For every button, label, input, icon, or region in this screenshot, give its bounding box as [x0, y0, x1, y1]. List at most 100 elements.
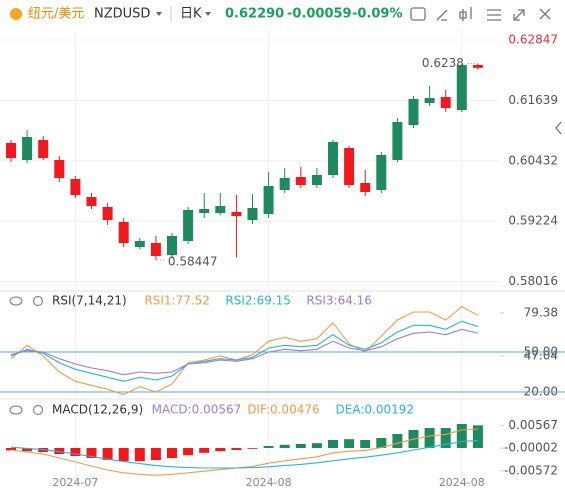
candle-body	[295, 177, 306, 185]
candle-body	[38, 140, 49, 158]
macd-bar	[472, 425, 483, 448]
macd-bar	[392, 434, 403, 448]
candle-body	[86, 197, 97, 206]
candle-body	[408, 99, 419, 125]
macd-bar	[360, 440, 371, 448]
candle-body	[440, 97, 451, 108]
candle-body	[263, 186, 274, 214]
toolbar	[410, 7, 562, 135]
macd-bar	[183, 448, 194, 456]
low-annotation: 0.58447	[168, 255, 218, 269]
y-tick-label: 0.00567	[508, 418, 558, 432]
dropdown-arrow[interactable]	[156, 12, 162, 16]
y-tick-label: 79.38	[524, 305, 558, 319]
macd-bar	[167, 448, 177, 458]
macd-bar	[6, 448, 16, 451]
macd-bar	[295, 444, 306, 448]
y-tick-label: -0.00002	[504, 441, 558, 455]
macd-bar	[199, 448, 210, 453]
candle-body	[215, 206, 226, 213]
macd-bar	[311, 443, 322, 448]
y-tick-label: 0.62847	[508, 33, 558, 47]
candle-body	[199, 209, 210, 213]
pair-name[interactable]: 纽元/美元	[28, 7, 84, 22]
macd-bar	[134, 448, 145, 462]
indicator-line	[10, 428, 478, 476]
y-tick-label: -0.00572	[504, 463, 558, 477]
candle-body	[54, 160, 65, 178]
tool-icon[interactable]	[436, 9, 448, 21]
eye-icon[interactable]	[9, 405, 23, 415]
collapse-arrow[interactable]	[555, 121, 562, 135]
macd-bar	[328, 440, 338, 448]
y-tick-label: 0.61639	[508, 93, 558, 107]
tool-icon[interactable]	[539, 8, 551, 20]
x-tick-label: 2024-08	[246, 476, 292, 489]
x-tick-label: 2024-07	[52, 476, 98, 489]
macd-bar	[215, 448, 226, 452]
symbol[interactable]: NZDUSD	[94, 7, 150, 22]
indicator-line	[10, 306, 479, 396]
candle-body	[6, 143, 16, 158]
candle-body	[231, 212, 242, 216]
high-annotation: 0.6238	[422, 56, 464, 70]
price: 0.62290	[225, 7, 284, 22]
candle-body	[424, 98, 435, 103]
candle-body	[102, 207, 113, 220]
macd-bar	[344, 439, 355, 448]
tool-icon[interactable]	[459, 7, 472, 21]
indicator-title: RSI(7,14,21)	[52, 294, 127, 308]
period[interactable]: 日K	[180, 7, 202, 22]
candle-body	[344, 148, 355, 185]
eye-icon[interactable]	[9, 296, 23, 306]
macd-bar	[102, 448, 113, 460]
gear-icon[interactable]	[32, 295, 44, 307]
tool-icon[interactable]	[513, 9, 525, 21]
x-tick-label: 2024-08	[439, 476, 485, 489]
candle-body	[311, 175, 322, 185]
tool-icon[interactable]	[487, 9, 501, 21]
currency-icon	[10, 8, 22, 20]
tool-icon[interactable]	[410, 7, 426, 21]
candle-body	[22, 137, 33, 160]
y-tick-label: 0.59224	[508, 214, 558, 228]
macd-bar	[150, 448, 161, 460]
y-tick-label: 47.04	[524, 348, 558, 362]
macd-bar	[54, 448, 65, 454]
macd-bar	[247, 448, 258, 449]
legend-entry: DEA:0.00192	[336, 403, 415, 417]
macd-bar	[376, 438, 387, 448]
candle-body	[456, 64, 467, 110]
macd-bar	[424, 428, 435, 448]
legend-entry: MACD:0.00567	[152, 403, 242, 417]
macd-bar	[231, 448, 242, 450]
gear-icon[interactable]	[32, 404, 44, 416]
change-pct: -0.09%	[352, 7, 403, 22]
candle-body	[472, 64, 483, 68]
indicator-title: MACD(12,26,9)	[52, 403, 143, 417]
macd-bar	[440, 428, 451, 448]
candle-body	[279, 178, 290, 190]
macd-bar	[279, 444, 290, 448]
legend-entry: DIF:0.00476	[247, 403, 319, 417]
macd-bar	[263, 446, 274, 448]
candle-body	[134, 241, 145, 247]
candle-body	[118, 222, 129, 243]
indicator-line	[10, 328, 479, 376]
legend-entry: RSI1:77.52	[144, 294, 210, 308]
legend-entry: RSI2:69.15	[225, 294, 291, 308]
macd-bar	[86, 448, 97, 458]
macd-bar	[118, 448, 129, 462]
candle-body	[70, 179, 81, 195]
candle-body	[392, 122, 403, 160]
candle-body	[167, 236, 177, 255]
macd-bar	[456, 424, 467, 448]
indicator-line	[10, 320, 479, 382]
dropdown-arrow[interactable]	[205, 12, 211, 16]
candle-body	[183, 210, 194, 241]
candle-body	[150, 243, 161, 256]
y-tick-label: 0.58016	[508, 274, 558, 288]
y-tick-label: 0.60432	[508, 153, 558, 167]
macd-bar	[70, 448, 81, 456]
